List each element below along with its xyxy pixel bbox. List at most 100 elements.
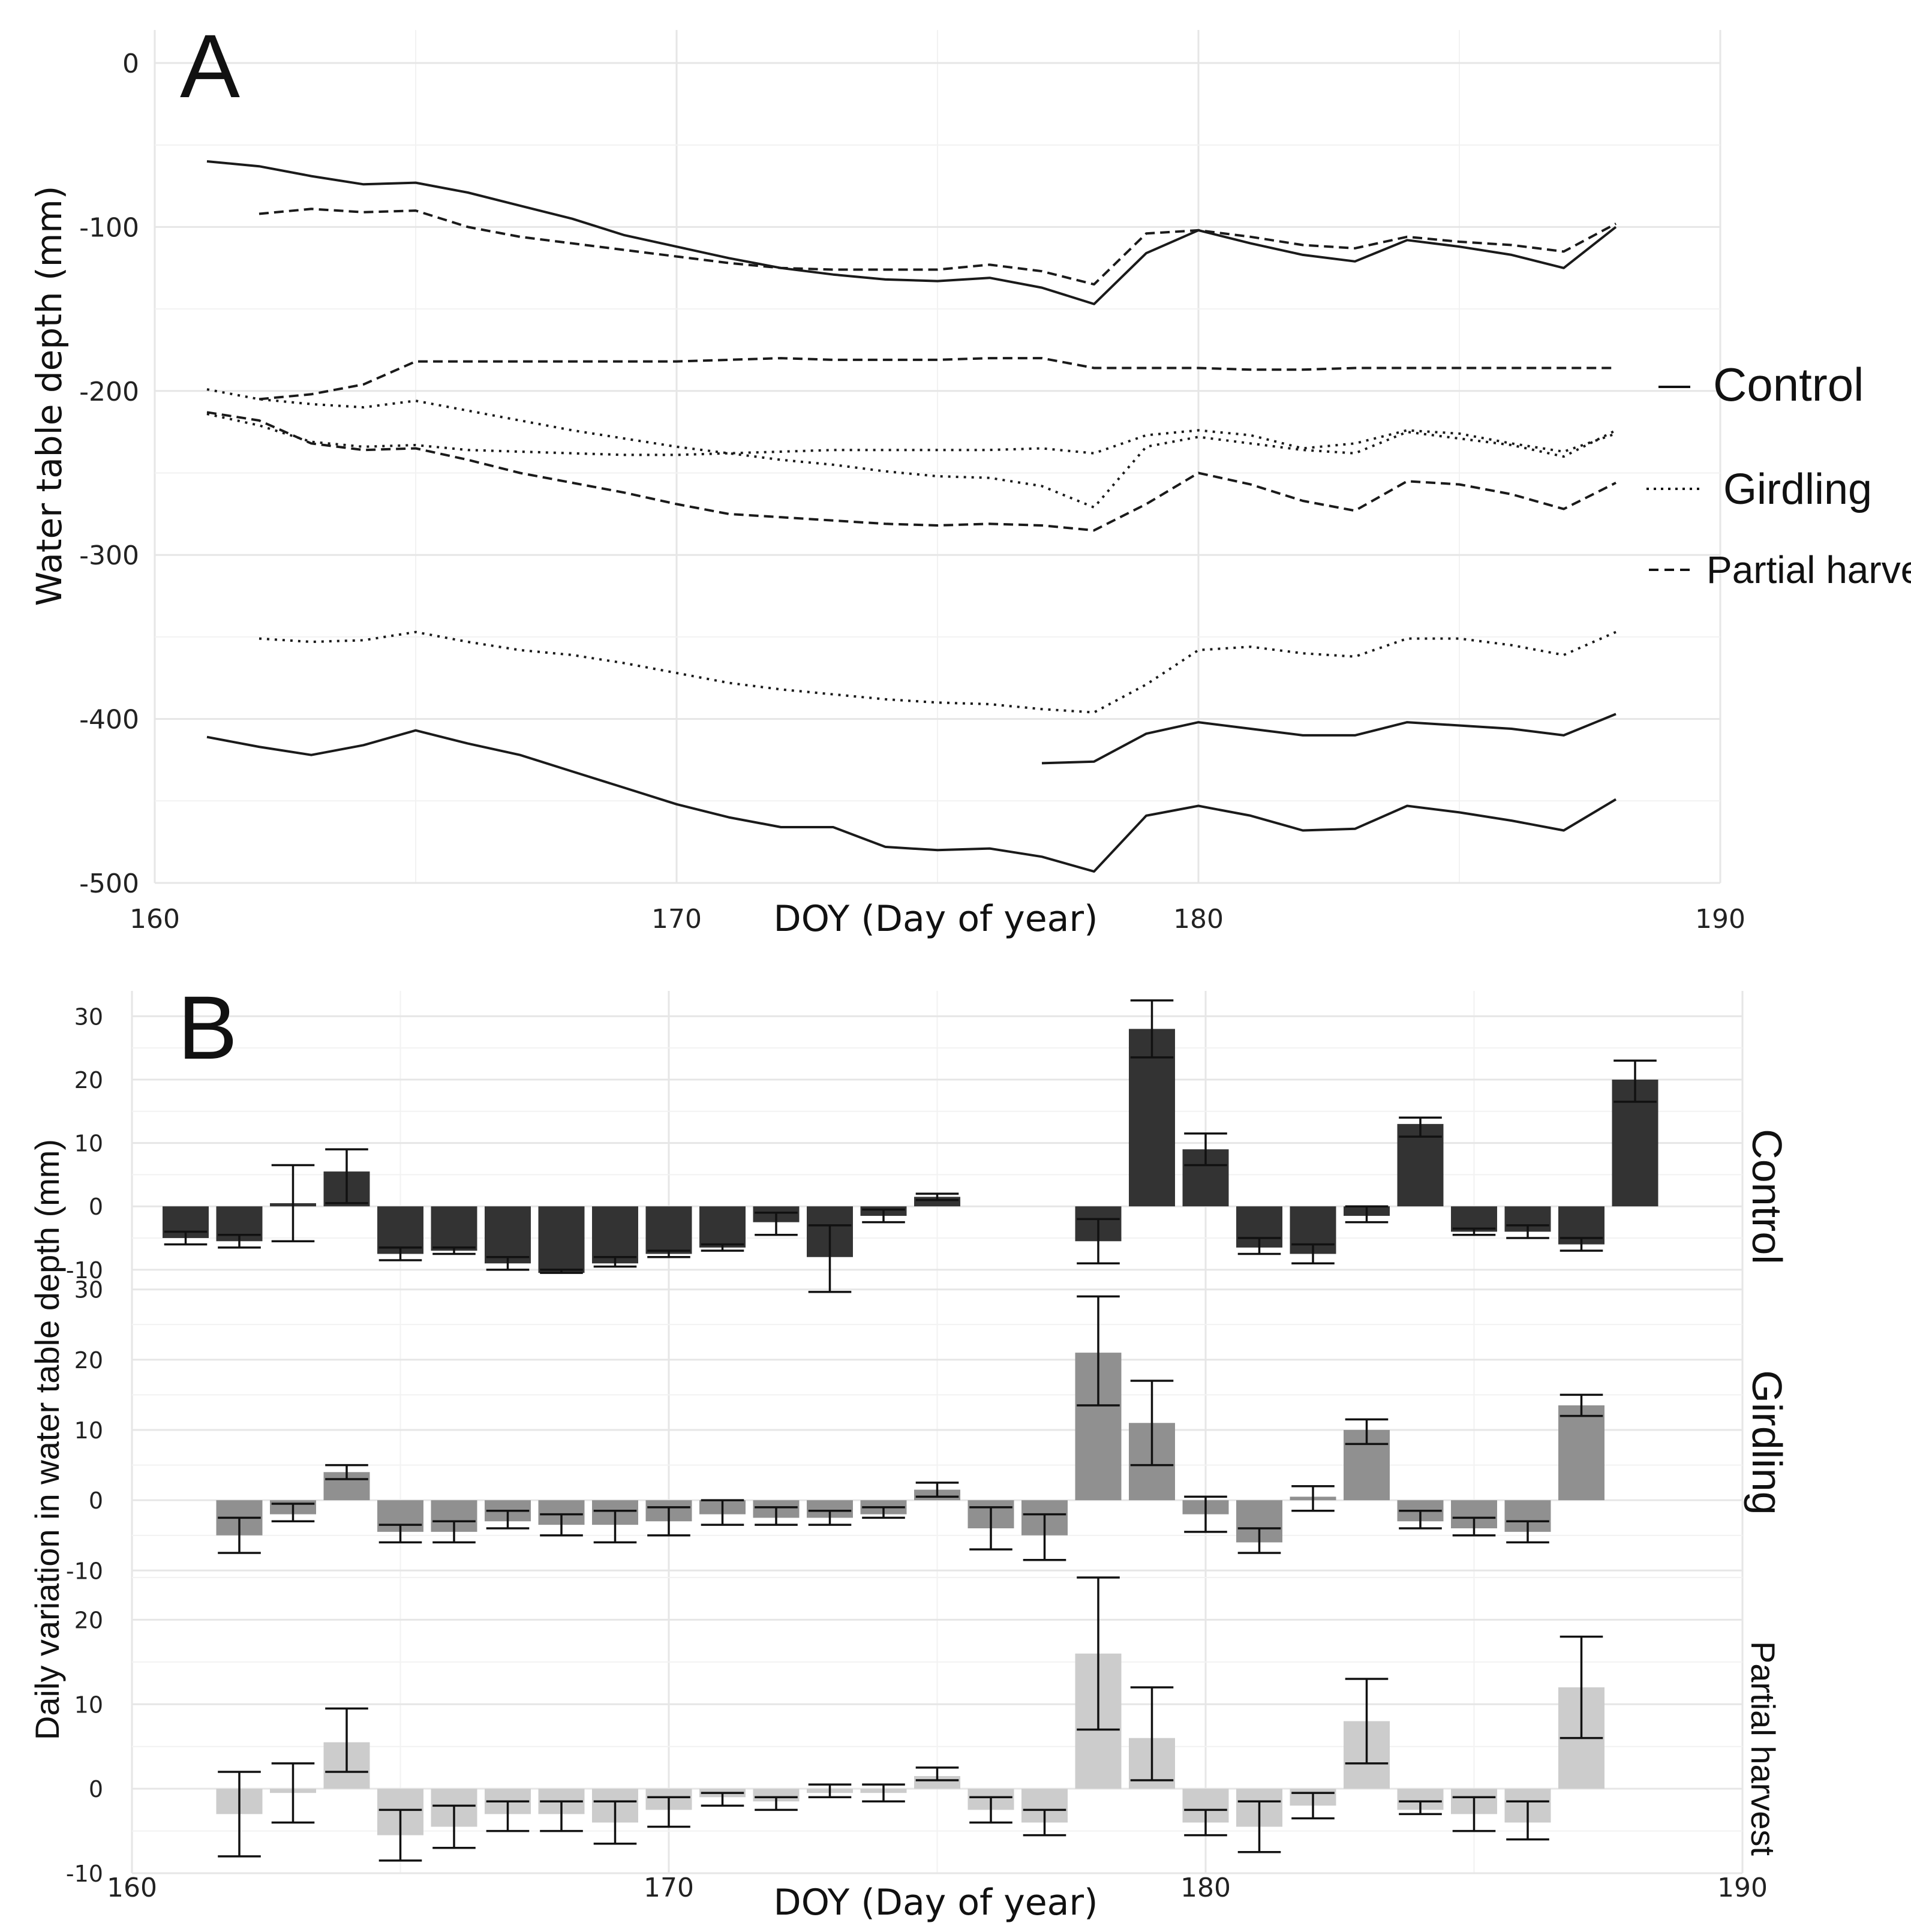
errorbar-girdling-day-176: [969, 1506, 1012, 1551]
errorbar-girdling-day-169: [593, 1509, 637, 1544]
bar-control-day-167: [485, 1206, 531, 1264]
errorbar-girdling-day-171: [701, 1499, 744, 1526]
errorbar-girdling-day-162: [218, 1516, 261, 1554]
panel-a-label: A: [180, 16, 240, 116]
errorbar-girdling-day-173: [808, 1509, 852, 1526]
series-control-line-2: [206, 729, 1617, 873]
bar-control-day-166: [431, 1206, 477, 1251]
errorbar-partial-harvest-day-168: [540, 1800, 583, 1832]
b-y-tick-label: -10: [66, 1558, 103, 1584]
errorbar-control-day-172: [755, 1212, 798, 1236]
errorbar-partial-harvest-day-162: [218, 1771, 261, 1858]
errorbar-partial-harvest-day-178: [1077, 1576, 1120, 1731]
legend-partial-harvest-label: Partial harvest: [1706, 548, 1911, 591]
errorbar-control-day-185: [1452, 1227, 1496, 1236]
errorbar-girdling-day-182: [1291, 1485, 1335, 1512]
errorbar-control-day-168: [540, 1269, 583, 1274]
errorbar-girdling-day-184: [1399, 1509, 1442, 1530]
errorbar-control-day-162: [218, 1234, 261, 1249]
errorbar-partial-harvest-day-174: [862, 1783, 905, 1803]
panel-b-label: B: [178, 977, 238, 1078]
errorbar-partial-harvest-day-185: [1452, 1796, 1496, 1832]
bar-girdling-day-187: [1558, 1405, 1604, 1501]
errorbar-girdling-day-187: [1560, 1393, 1603, 1417]
errorbar-girdling-day-178: [1077, 1295, 1120, 1407]
errorbar-partial-harvest-day-163: [271, 1762, 315, 1824]
bar-control-day-184: [1397, 1123, 1444, 1207]
errorbar-girdling-day-185: [1452, 1516, 1496, 1537]
errorbar-partial-harvest-day-167: [486, 1800, 530, 1832]
errorbar-partial-harvest-day-183: [1345, 1678, 1389, 1765]
b-y-tick-label: 0: [89, 1194, 103, 1220]
errorbar-girdling-day-172: [755, 1506, 798, 1526]
a-x-tick-label: 170: [651, 904, 702, 935]
panel-b-y-axis-label: Daily variation in water table depth (mm…: [28, 1139, 66, 1740]
a-y-tick-label: -500: [79, 869, 139, 899]
errorbar-partial-harvest-day-171: [701, 1792, 744, 1807]
series-control-line-1: [206, 160, 1617, 305]
panel-a-y-axis-label: Water table depth (mm): [29, 186, 70, 606]
errorbar-partial-harvest-day-173: [808, 1783, 852, 1798]
errorbar-girdling-day-170: [647, 1506, 690, 1537]
panel-b-x-axis-label: DOY (Day of year): [774, 1882, 1098, 1924]
errorbar-control-day-170: [647, 1249, 690, 1258]
legend-girdling-label: Girdling: [1723, 465, 1872, 513]
facet-label-girdling: Girdling: [1744, 1370, 1790, 1515]
errorbar-girdling-day-183: [1345, 1418, 1389, 1446]
series-control-line-3: [1041, 713, 1616, 765]
bar-control-day-179: [1129, 1029, 1175, 1207]
errorbar-control-day-178: [1077, 1218, 1120, 1265]
errorbar-girdling-day-174: [862, 1506, 905, 1519]
errorbar-partial-harvest-day-186: [1506, 1800, 1549, 1841]
bar-control-day-171: [699, 1206, 746, 1248]
b-x-tick-label: 160: [107, 1873, 157, 1903]
series-girdling-line-6: [259, 630, 1616, 714]
errorbar-control-day-161: [164, 1230, 208, 1246]
b-y-tick-label: 10: [74, 1691, 103, 1718]
b-y-tick-label: 20: [74, 1347, 103, 1374]
errorbar-girdling-day-180: [1184, 1495, 1227, 1533]
errorbar-control-day-175: [915, 1192, 959, 1201]
panel-a-legend: Control Girdling Partial harvest: [1646, 358, 1911, 591]
errorbar-partial-harvest-day-184: [1399, 1800, 1442, 1816]
b-y-tick-label: 20: [74, 1607, 103, 1633]
b-y-tick-label: 30: [74, 1277, 103, 1303]
a-y-tick-label: -300: [79, 540, 139, 571]
a-y-tick-label: 0: [122, 49, 139, 79]
errorbar-girdling-day-167: [486, 1509, 530, 1530]
errorbar-girdling-day-181: [1237, 1527, 1281, 1554]
errorbar-girdling-day-166: [432, 1520, 476, 1544]
panel-a-grid: [154, 30, 1721, 884]
bar-control-day-168: [538, 1206, 585, 1273]
errorbar-girdling-day-186: [1506, 1520, 1549, 1544]
series-partial-harvest-line-8: [259, 357, 1616, 401]
errorbar-control-day-183: [1345, 1205, 1389, 1224]
b-y-tick-label: 10: [74, 1131, 103, 1157]
facet-girdling-bars: [216, 1295, 1604, 1561]
errorbar-girdling-day-179: [1130, 1380, 1174, 1467]
legend-control-label: Control: [1713, 358, 1864, 411]
errorbar-partial-harvest-day-170: [647, 1796, 690, 1828]
a-x-tick-label: 190: [1695, 904, 1745, 935]
errorbar-control-day-169: [593, 1255, 637, 1268]
errorbar-control-day-173: [808, 1224, 852, 1293]
errorbar-partial-harvest-day-179: [1130, 1686, 1174, 1781]
a-x-tick-label: 180: [1173, 904, 1224, 935]
errorbar-partial-harvest-day-181: [1237, 1800, 1281, 1853]
errorbar-partial-harvest-day-176: [969, 1796, 1012, 1824]
panel-a-line-chart: 160 170 180 190 0 -100 -200 -300 -400 -500 A DOY…: [29, 16, 1911, 940]
facet-partial-harvest-bars: [216, 1576, 1604, 1862]
panel-b-bars: [163, 999, 1658, 1862]
bar-control-day-165: [377, 1206, 423, 1254]
errorbar-girdling-day-175: [915, 1482, 959, 1498]
errorbar-control-day-174: [862, 1208, 905, 1224]
b-x-tick-label: 170: [644, 1873, 694, 1903]
errorbar-girdling-day-163: [271, 1503, 315, 1523]
errorbar-partial-harvest-day-164: [325, 1707, 368, 1773]
panel-a-series: [206, 160, 1617, 873]
errorbar-partial-harvest-day-180: [1184, 1808, 1227, 1837]
errorbar-partial-harvest-day-175: [915, 1766, 959, 1781]
